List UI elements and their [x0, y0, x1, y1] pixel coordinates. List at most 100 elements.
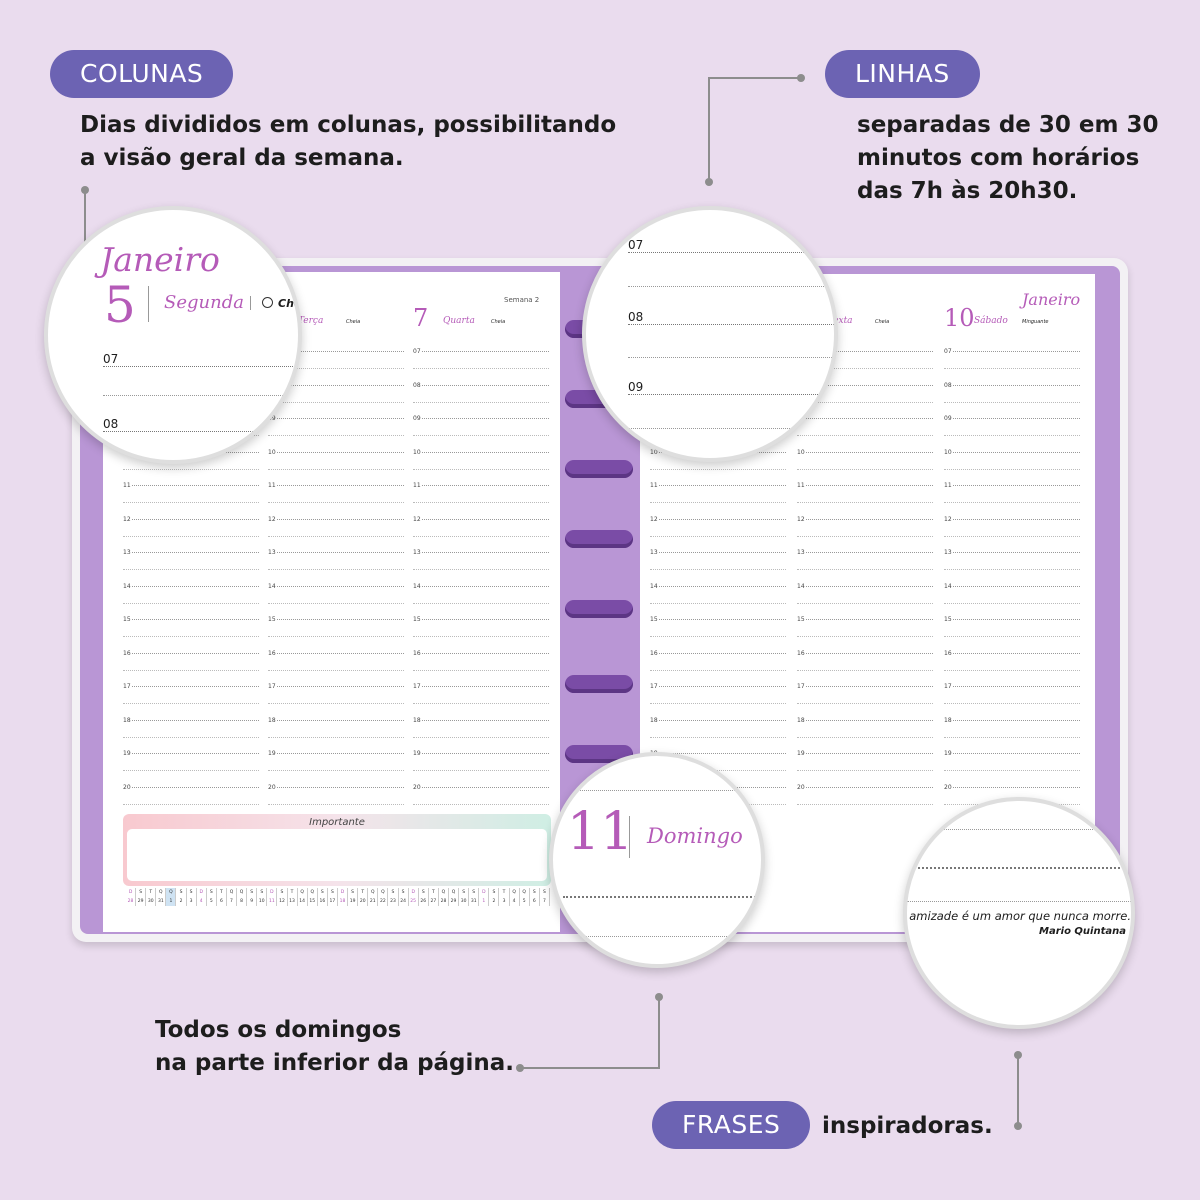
caption-line: separadas de 30 em 30 [857, 112, 1159, 138]
hour-row[interactable]: 15 [123, 616, 259, 653]
hour-row[interactable]: 09 [268, 415, 404, 452]
hour-row[interactable]: 14 [797, 582, 933, 620]
domingos-caption: Todos os domingos na parte inferior da pá… [155, 1014, 514, 1080]
hour-row[interactable]: 09 [944, 415, 1080, 452]
sunday-name: Domingo [647, 824, 743, 848]
hour-row[interactable]: 17 [650, 683, 786, 720]
hour-row[interactable]: 19 [268, 750, 404, 787]
hour-row[interactable]: 13 [797, 549, 933, 586]
hour-row[interactable]: 09 [797, 415, 933, 452]
hour-row[interactable]: 19 [413, 750, 549, 787]
hour-row[interactable]: 19 [944, 750, 1080, 787]
hour-label: 18 [944, 716, 953, 724]
hour-row[interactable]: 15 [268, 616, 404, 653]
hour-label: 08 [103, 417, 298, 432]
quote: A amizade é um amor que nunca morre. [903, 909, 1131, 923]
hour-label: 13 [413, 549, 422, 556]
hour-row[interactable]: 09 [413, 415, 549, 452]
hour-row[interactable]: 11 [413, 482, 549, 519]
hour-row[interactable]: 17 [944, 683, 1080, 720]
hour-row[interactable]: 11 [797, 482, 933, 519]
hour-row[interactable]: 18 [123, 716, 259, 754]
hour-row[interactable]: 07 [944, 348, 1080, 385]
hour-row[interactable]: 18 [268, 716, 404, 754]
hour-label: 20 [797, 783, 806, 791]
hour-row[interactable]: 20 [413, 783, 549, 821]
hour-row[interactable]: 08 [413, 381, 549, 419]
hour-label: 19 [268, 750, 277, 757]
hour-row[interactable]: 18 [797, 716, 933, 754]
hour-row[interactable]: 13 [650, 549, 786, 586]
hour-row[interactable]: 14 [123, 582, 259, 620]
hour-row[interactable]: 11 [123, 482, 259, 519]
hour-row[interactable]: 13 [268, 549, 404, 586]
hour-row[interactable]: 11 [268, 482, 404, 519]
hour-row[interactable]: 07 [413, 348, 549, 385]
hour-row[interactable]: 16 [650, 649, 786, 687]
hour-row[interactable]: 12 [944, 515, 1080, 553]
hour-row[interactable]: 18 [650, 716, 786, 754]
hour-row[interactable]: 17 [123, 683, 259, 720]
moon-icon [262, 297, 273, 308]
hour-row[interactable]: 18 [413, 716, 549, 754]
hour-row[interactable]: 12 [123, 515, 259, 553]
hour-row[interactable]: 12 [268, 515, 404, 553]
hour-row[interactable]: 10 [268, 448, 404, 486]
hour-label: 18 [123, 716, 132, 724]
hour-row[interactable]: 12 [650, 515, 786, 553]
hour-row[interactable]: 08 [944, 381, 1080, 419]
hour-row[interactable]: 17 [268, 683, 404, 720]
hour-row[interactable]: 11 [650, 482, 786, 519]
important-box[interactable]: Importante [123, 814, 551, 886]
hour-row[interactable]: 14 [650, 582, 786, 620]
hour-row[interactable]: 15 [797, 616, 933, 653]
hour-row[interactable]: 14 [944, 582, 1080, 620]
hour-row[interactable]: 12 [797, 515, 933, 553]
hour-row[interactable]: 20 [797, 783, 933, 821]
mini-calendar-day: Q 28 [439, 888, 449, 906]
hour-row[interactable]: 18 [944, 716, 1080, 754]
hour-label: 07 [103, 352, 298, 367]
hour-row[interactable]: 10 [944, 448, 1080, 486]
hour-row[interactable]: 14 [413, 582, 549, 620]
hour-row[interactable]: 16 [268, 649, 404, 687]
hour-row[interactable]: 10 [413, 448, 549, 486]
day-name: Segunda [164, 292, 244, 313]
hour-row[interactable]: 20 [268, 783, 404, 821]
hour-row[interactable]: 12 [413, 515, 549, 553]
day-number: 10 [944, 304, 975, 332]
hour-row[interactable]: 14 [268, 582, 404, 620]
frases-caption: inspiradoras. [822, 1113, 993, 1139]
important-area[interactable] [127, 829, 547, 881]
hour-row[interactable]: 17 [797, 683, 933, 720]
hour-row[interactable]: 16 [413, 649, 549, 687]
hour-row[interactable]: 13 [123, 549, 259, 586]
hour-label: 17 [650, 683, 659, 690]
hour-row[interactable]: 20 [123, 783, 259, 821]
hour-label: 18 [797, 716, 806, 724]
hour-row[interactable]: 10 [797, 448, 933, 486]
hour-row[interactable]: 15 [650, 616, 786, 653]
hour-row[interactable]: 13 [413, 549, 549, 586]
hour-row[interactable]: 15 [944, 616, 1080, 653]
hour-label: 12 [944, 515, 953, 523]
hour-row[interactable]: 11 [944, 482, 1080, 519]
hour-label: 20 [413, 783, 422, 791]
hour-row[interactable]: 13 [944, 549, 1080, 586]
hour-row[interactable]: 19 [797, 750, 933, 787]
hour-row[interactable]: 16 [944, 649, 1080, 687]
hour-label: 16 [650, 649, 659, 657]
hour-row[interactable]: 16 [797, 649, 933, 687]
hour-row[interactable]: 17 [413, 683, 549, 720]
day-name: Sexta [827, 316, 853, 326]
moon-phase: Minguante [1022, 319, 1049, 325]
mini-calendar-day: Q 15 [308, 888, 318, 906]
hour-row[interactable]: 15 [413, 616, 549, 653]
hour-row[interactable]: 16 [123, 649, 259, 687]
connector [708, 77, 802, 79]
hour-row[interactable]: 19 [123, 750, 259, 787]
